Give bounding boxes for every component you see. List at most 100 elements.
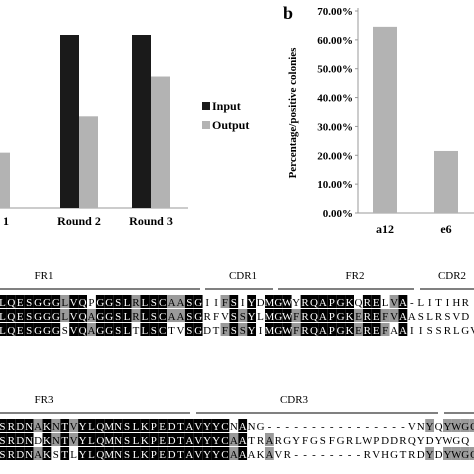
residue: M [104, 421, 114, 433]
residue-cell [149, 295, 159, 308]
residue: S [26, 297, 32, 309]
residue-cell [407, 447, 417, 460]
residue: G [43, 297, 51, 309]
residue-cell [318, 419, 328, 432]
residue: K [346, 311, 354, 323]
x-tick-label: Round 2 [57, 214, 101, 228]
residue-cell [291, 295, 301, 308]
residue-cell [220, 295, 230, 308]
residue: S [427, 325, 433, 337]
residue-cell [0, 309, 7, 322]
x-tick-label: 1 [3, 214, 9, 228]
residue: Q [7, 297, 15, 309]
residue: G [257, 421, 265, 433]
residue-cell [247, 323, 257, 336]
residue: D [381, 435, 389, 447]
region-label-cdr2: CDR2 [438, 270, 466, 282]
residue-cell [425, 447, 435, 460]
residue-cell [327, 447, 337, 460]
residue-cell [87, 295, 96, 308]
residue-cell [140, 447, 150, 460]
residue: D [16, 435, 24, 447]
residue-cell [229, 447, 239, 460]
residue: V [70, 435, 78, 447]
residue: - [312, 421, 316, 433]
residue-cell [345, 323, 354, 336]
residue: R [301, 311, 309, 323]
residue-cell [69, 447, 79, 460]
residue-cell [318, 447, 328, 460]
residue: F [329, 435, 335, 447]
residue: S [151, 311, 157, 323]
residue-cell [380, 323, 390, 336]
residue: - [303, 449, 307, 461]
residue: G [452, 435, 460, 447]
y-tick-label: 60.00% [317, 35, 353, 47]
residue-cell [167, 309, 176, 322]
residue-cell [220, 447, 230, 460]
legend-label-input: Input [212, 99, 241, 113]
residue: W [451, 449, 462, 461]
residue-cell [131, 309, 141, 322]
residue-cell [6, 433, 16, 446]
residue: R [8, 421, 16, 433]
residue: V [274, 449, 282, 461]
residue-cell [354, 295, 363, 308]
residue: K [257, 449, 265, 461]
residue-cell [460, 433, 470, 446]
residue: F [302, 435, 308, 447]
residue-cell [318, 309, 328, 322]
residue: P [329, 311, 335, 323]
residue-cell [122, 309, 132, 322]
residue: G [34, 325, 42, 337]
residue: S [124, 449, 130, 461]
residue-cell [273, 309, 283, 322]
residue-cell [273, 447, 283, 460]
residue-cell [229, 323, 239, 336]
residue: A [248, 449, 256, 461]
residue: Y [426, 421, 434, 433]
residue: F [293, 311, 299, 323]
residue-cell [309, 323, 319, 336]
residue-cell [220, 433, 230, 446]
residue-cell [282, 295, 292, 308]
panel-b-label: b [283, 3, 293, 23]
residue-cell [451, 309, 461, 322]
residue: G [461, 325, 469, 337]
residue-cell [451, 295, 461, 308]
y-tick-label: 70.00% [317, 6, 353, 18]
residue: E [355, 311, 362, 323]
residue: - [392, 421, 396, 433]
residue: - [303, 421, 307, 433]
residue-cell [265, 323, 274, 336]
residue-cell [354, 419, 363, 432]
residue-cell [184, 295, 194, 308]
alignment-headers-top: FR1 CDR1 FR2 CDR2 [0, 270, 474, 290]
residue-cell [309, 447, 319, 460]
residue: L [0, 311, 6, 323]
residue-cell [300, 447, 310, 460]
residue-cell [434, 295, 443, 308]
residue: G [105, 311, 113, 323]
residue: L [141, 311, 148, 323]
residue: K [43, 449, 51, 461]
residue-cell [238, 309, 248, 322]
residue: D [16, 421, 24, 433]
residue-cell [407, 309, 417, 322]
residue-cell [273, 323, 283, 336]
residue-cell [184, 447, 194, 460]
residue: A [168, 311, 176, 323]
bar-a12 [373, 26, 397, 213]
residue: I [410, 325, 414, 337]
residue-cell [327, 433, 337, 446]
residue-cell [291, 309, 301, 322]
residue-cell [33, 323, 43, 336]
residue: A [87, 311, 95, 323]
residue-cell [51, 447, 61, 460]
residue: V [70, 421, 78, 433]
residue: K [43, 435, 51, 447]
residue-cell [407, 295, 417, 308]
residue-cell [211, 419, 221, 432]
residue-cell [256, 433, 265, 446]
residue: L [257, 311, 264, 323]
